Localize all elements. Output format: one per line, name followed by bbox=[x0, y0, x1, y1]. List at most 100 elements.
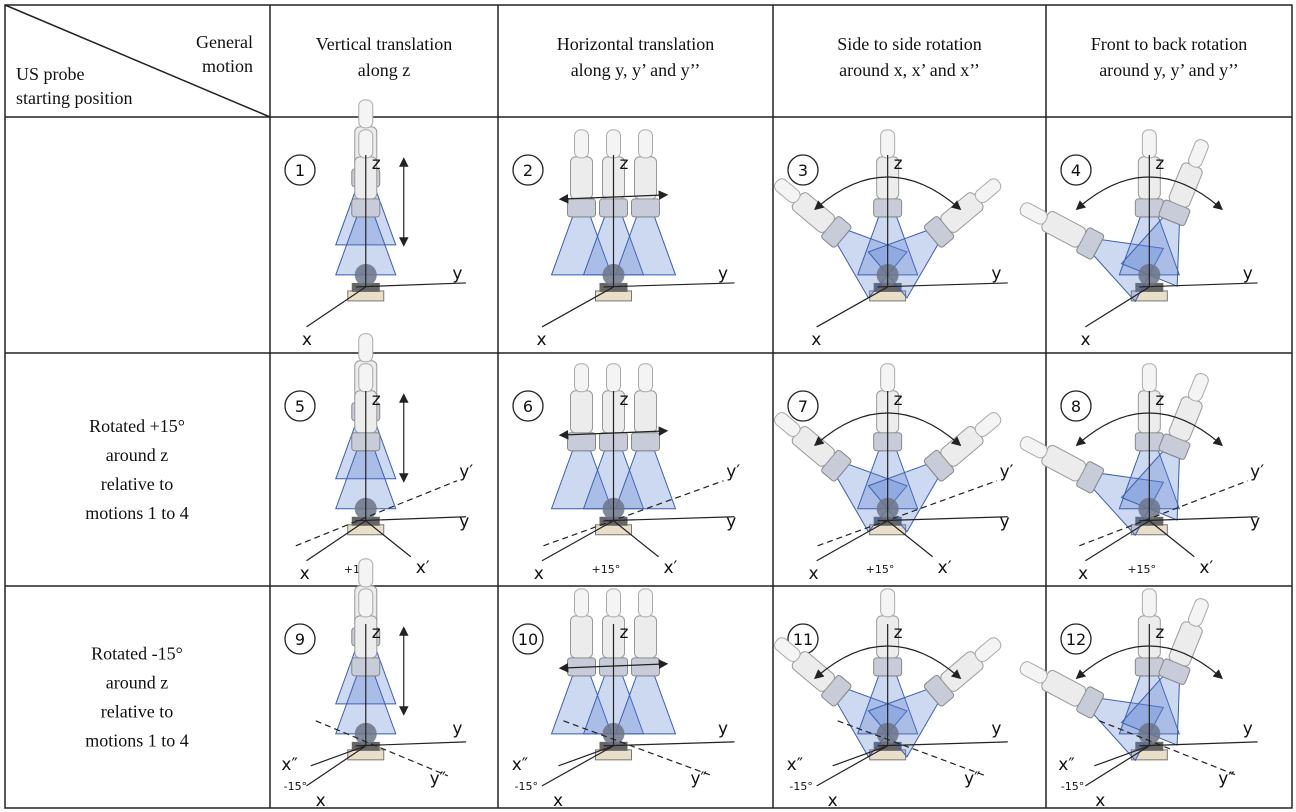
axis-label: y bbox=[726, 512, 736, 532]
probe-tip bbox=[1187, 138, 1210, 169]
axis-label: y′ bbox=[726, 462, 740, 482]
illustration: 12zyx″-15°xy″ bbox=[1007, 588, 1257, 811]
rotated-axis bbox=[614, 521, 659, 557]
axis-label: x′ bbox=[416, 558, 430, 578]
axis-label: x bbox=[300, 564, 310, 584]
probe-tip bbox=[1142, 364, 1156, 392]
axis-label: +15° bbox=[866, 563, 895, 576]
axis-label: -15° bbox=[1061, 780, 1084, 793]
probe-tip bbox=[359, 364, 373, 392]
axis-label: z bbox=[1155, 154, 1164, 174]
probe-tip bbox=[1187, 372, 1210, 403]
probe-tip bbox=[359, 559, 373, 587]
axis-label: z bbox=[372, 154, 381, 174]
axis-label: +15° bbox=[592, 563, 621, 576]
axis-label: x bbox=[302, 330, 312, 350]
axis-label: +15° bbox=[1127, 563, 1156, 576]
base bbox=[870, 291, 906, 301]
axis-label: x′ bbox=[1199, 558, 1213, 578]
probe-tip bbox=[359, 589, 373, 617]
column-header: along y, y’ and y’’ bbox=[571, 60, 701, 80]
axis-label: z bbox=[372, 390, 381, 410]
illustration: 1zyx bbox=[285, 100, 466, 350]
axis-label: x bbox=[808, 564, 818, 584]
column-header: along z bbox=[358, 60, 410, 80]
x-axis bbox=[542, 521, 614, 561]
axis-label: x″ bbox=[281, 755, 297, 775]
probe-tip bbox=[881, 364, 895, 392]
axis-label: z bbox=[620, 623, 629, 643]
probe-head bbox=[568, 199, 596, 217]
axis-label: x′ bbox=[938, 558, 952, 578]
axis-label: y bbox=[718, 264, 728, 284]
axis-label: y bbox=[459, 512, 469, 532]
axis-label: y bbox=[1250, 512, 1260, 532]
cell-number: 9 bbox=[295, 630, 305, 649]
illustration: 4zyx bbox=[1007, 129, 1257, 350]
row-label: Rotated +15° bbox=[89, 416, 185, 436]
axis-label: x bbox=[1080, 330, 1090, 350]
axis-label: z bbox=[1155, 623, 1164, 643]
axis-label: x″ bbox=[1058, 755, 1074, 775]
axis-label: -15° bbox=[284, 780, 307, 793]
base bbox=[870, 750, 906, 760]
axis-label: x″ bbox=[512, 755, 528, 775]
axis-label: z bbox=[620, 154, 629, 174]
x-axis bbox=[306, 287, 365, 327]
probe-tip bbox=[1142, 589, 1156, 617]
axis-label: x bbox=[1078, 564, 1088, 584]
axis-label: y″ bbox=[691, 769, 707, 789]
corner-label: starting position bbox=[16, 88, 133, 108]
base bbox=[596, 525, 632, 535]
x-axis bbox=[542, 746, 614, 786]
cell-number: 3 bbox=[798, 161, 808, 180]
axis-label: x bbox=[1095, 791, 1105, 811]
row-label: motions 1 to 4 bbox=[85, 731, 189, 751]
illustration: 6 z y′ y x +15° x′ bbox=[513, 364, 740, 584]
x-axis bbox=[542, 287, 614, 327]
figure-table: GeneralmotionUS probestarting positionVe… bbox=[0, 0, 1296, 812]
illustration: 3zyx bbox=[757, 130, 1018, 350]
axis-label: y bbox=[1000, 512, 1010, 532]
axis-label: y bbox=[991, 719, 1001, 739]
probe-body bbox=[1168, 395, 1204, 442]
illustration: 7zy′yx+15°x′ bbox=[757, 364, 1018, 584]
cell-number: 6 bbox=[523, 397, 533, 416]
cell-number: 2 bbox=[523, 161, 533, 180]
probe-body bbox=[571, 616, 593, 658]
illustration: 11zyx″-15°xy″ bbox=[757, 589, 1018, 811]
probe-tip bbox=[359, 100, 373, 128]
base bbox=[870, 525, 906, 535]
axis-label: y bbox=[452, 719, 462, 739]
probe-tip bbox=[607, 589, 621, 617]
axis-label: x′ bbox=[664, 558, 678, 578]
row-label: relative to bbox=[101, 702, 173, 722]
cell-number: 12 bbox=[1066, 630, 1086, 649]
row-label: motions 1 to 4 bbox=[85, 503, 189, 523]
cell-number: 4 bbox=[1071, 161, 1081, 180]
probe-body bbox=[571, 391, 593, 433]
x-axis bbox=[306, 521, 365, 561]
column-header: around x, x’ and x’’ bbox=[839, 60, 980, 80]
cell-number: 1 bbox=[295, 161, 305, 180]
axis-label: z bbox=[894, 623, 903, 643]
base bbox=[596, 291, 632, 301]
column-header: Horizontal translation bbox=[557, 34, 714, 54]
axis-label: y′ bbox=[1250, 462, 1264, 482]
probe-tip bbox=[639, 589, 653, 617]
axis-label: -15° bbox=[789, 780, 812, 793]
axis-label: y bbox=[991, 264, 1001, 284]
axis-label: x bbox=[316, 791, 326, 811]
axis-label: z bbox=[620, 390, 629, 410]
corner-label: motion bbox=[202, 56, 253, 76]
probe-head bbox=[568, 433, 596, 451]
axis-label: x bbox=[534, 564, 544, 584]
probe-body bbox=[635, 391, 657, 433]
probe-tip bbox=[639, 130, 653, 158]
rotated-axis bbox=[366, 521, 411, 557]
axis-label: y″ bbox=[1218, 769, 1234, 789]
row-label: around z bbox=[106, 673, 168, 693]
probe-tip bbox=[359, 130, 373, 158]
